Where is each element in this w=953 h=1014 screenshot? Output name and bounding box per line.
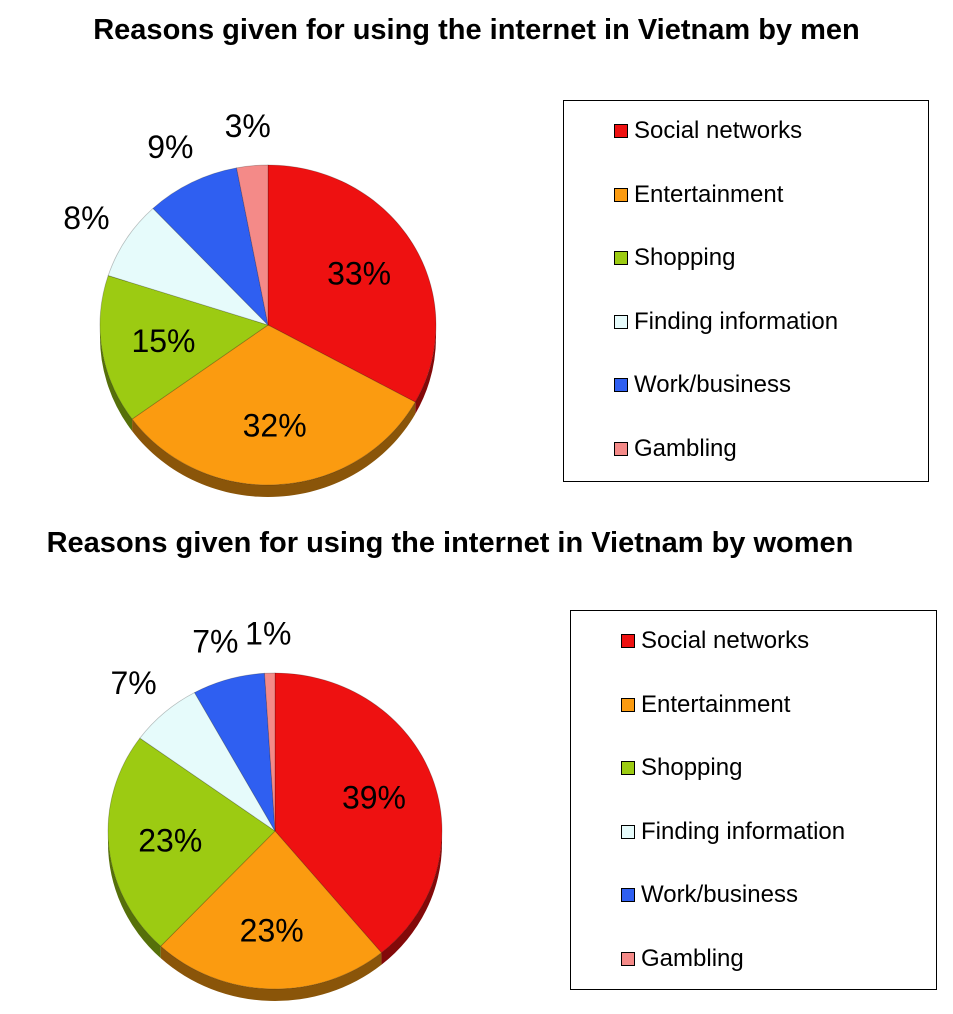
legend-swatch [621,761,635,775]
pie-side-shopping [108,831,161,959]
data-label-work-business: 7% [192,623,238,659]
data-label-gambling: 1% [245,616,291,652]
legend-item-gambling: Gambling [621,944,744,974]
pie-slice-work-business [193,672,276,832]
legend-swatch [621,951,635,966]
legend-label: Entertainment [634,180,784,208]
chart-title: Reasons given for using the internet in … [93,14,860,46]
legend-swatch [614,251,628,265]
chart-title: Reasons given for using the internet in … [46,527,854,559]
legend-label: Gambling [634,434,737,462]
legend-item-social-networks: Social networks [621,626,809,656]
legend-label: Finding information [634,307,839,335]
legend-item-gambling: Gambling [614,434,737,464]
data-label-finding-information: 7% [111,665,157,701]
pie-slice-shopping [107,737,276,947]
pie-side-shopping [100,325,133,432]
legend-men: Social networks Entertainment Shopping Find… [563,100,929,482]
legend-swatch [614,441,628,456]
legend-swatch [614,378,628,392]
legend-item-finding-information: Finding information [621,817,845,847]
legend-item-shopping: Shopping [614,243,735,273]
pie-slice-shopping [99,275,269,420]
legend-swatch [614,314,628,329]
legend-swatch [621,888,635,902]
legend-swatch [614,187,628,202]
data-label-social-networks: 39% [342,779,406,815]
pie-slice-social-networks [274,672,443,954]
pie-slice-social-networks [267,164,437,403]
pie-side-entertainment [132,402,416,498]
legend-label: Social networks [641,627,810,654]
data-label-finding-information: 8% [63,200,109,236]
legend-item-entertainment: Entertainment [614,180,783,210]
data-label-social-networks: 33% [327,256,391,292]
pie-slice-gambling [236,164,269,326]
legend-label: Work/business [634,371,791,398]
legend-label: Entertainment [641,690,791,718]
pie-chart-men: 33% 32% 15% 8% 9% 3% [63,108,437,498]
pie-slice-work-business [152,167,269,327]
legend-label: Work/business [641,881,798,908]
legend-label: Shopping [641,754,743,781]
pie-side-entertainment [160,946,382,1001]
data-label-entertainment: 32% [243,408,307,444]
pie-slice-entertainment [131,324,416,486]
legend-swatch [621,697,635,712]
legend-item-work-business: Work/business [621,880,798,910]
pie-chart-women: 39%23%23%7%7% 1% [107,616,443,1001]
legend-item-entertainment: Entertainment [621,690,790,720]
pie-slice-entertainment [160,830,383,990]
legend-item-work-business: Work/business [614,370,791,400]
legend-swatch [614,124,628,138]
legend-swatch [621,824,635,839]
pie-side-social-networks [415,325,437,415]
legend-label: Finding information [641,817,846,845]
pie-slice-finding-information [139,692,276,832]
legend-label: Shopping [634,244,736,271]
data-label-gambling: 3% [225,108,271,144]
pie-slice-finding-information [107,207,269,326]
pie-side-social-networks [381,831,442,965]
chart-women: Reasons given for using the internet in … [0,515,953,1014]
data-label-work-business: 9% [147,129,193,165]
legend-label: Social networks [634,117,803,144]
legend-label: Gambling [641,944,744,972]
data-label-shopping: 15% [131,323,195,359]
legend-women: Social networks Entertainment Shopping Find… [570,610,937,990]
chart-men: Reasons given for using the internet in … [0,0,953,500]
data-label-shopping: 23% [138,822,202,858]
legend-item-shopping: Shopping [621,753,742,783]
data-label-entertainment: 23% [240,912,304,948]
legend-item-finding-information: Finding information [614,307,838,337]
legend-item-social-networks: Social networks [614,116,802,146]
legend-swatch [621,634,635,648]
pie-slice-gambling [264,672,276,832]
